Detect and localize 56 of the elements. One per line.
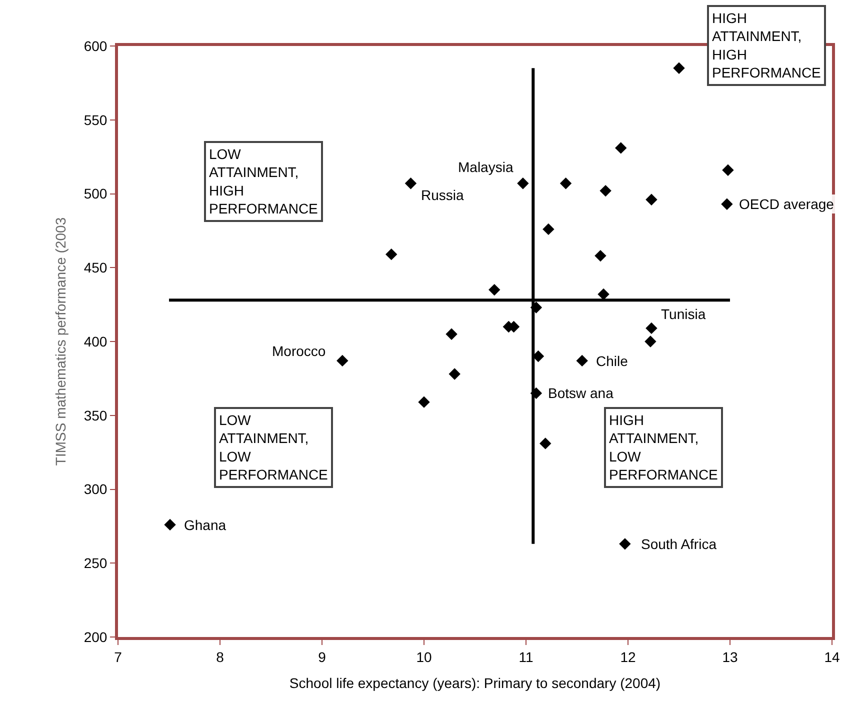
x-tick-label: 7 <box>114 648 122 665</box>
point <box>594 250 606 262</box>
point <box>673 62 685 74</box>
point <box>446 328 458 340</box>
x-tick-label: 11 <box>518 648 534 665</box>
annotation: LOW ATTAINMENT, LOW PERFORMANCE <box>219 412 328 483</box>
y-tick-label: 600 <box>84 38 108 54</box>
point <box>646 194 658 206</box>
annotation: OECD average <box>739 196 834 212</box>
point <box>517 178 529 190</box>
annotation: HIGH ATTAINMENT, LOW PERFORMANCE <box>609 412 718 483</box>
point <box>540 438 552 450</box>
x-tick-label: 12 <box>620 648 636 665</box>
y-tick-label: 400 <box>84 333 108 350</box>
annotation: LOW ATTAINMENT, HIGH PERFORMANCE <box>209 146 318 217</box>
point <box>164 518 176 531</box>
point <box>418 396 430 408</box>
point <box>336 354 348 367</box>
x-tick-label: 14 <box>824 648 840 665</box>
y-tick-label: 500 <box>84 186 108 202</box>
point <box>646 322 658 334</box>
point <box>619 538 631 550</box>
y-tick-label: 200 <box>84 628 108 645</box>
point <box>386 248 398 260</box>
point <box>600 184 612 197</box>
y-tick-label: 450 <box>84 260 108 276</box>
x-tick-label: 10 <box>416 648 432 665</box>
point <box>404 178 417 190</box>
y-axis-title: TIMSS mathematics performance (2003 <box>52 217 68 466</box>
x-tick-label: 9 <box>318 648 326 665</box>
annotation: Morocco <box>272 343 326 359</box>
point <box>722 164 734 176</box>
point <box>542 223 554 236</box>
point <box>598 288 610 300</box>
point <box>560 178 572 190</box>
point <box>576 354 588 367</box>
annotation: HIGH ATTAINMENT, HIGH PERFORMANCE <box>712 10 821 81</box>
annotation: Botsw ana <box>548 385 614 401</box>
annotation: Chile <box>596 353 628 369</box>
point <box>644 336 656 348</box>
point <box>448 368 460 380</box>
y-tick-label: 350 <box>84 407 108 424</box>
annotation: Ghana <box>184 517 226 533</box>
x-axis-title: School life expectancy (years): Primary to secondary (2004) <box>289 675 661 692</box>
y-tick-label: 550 <box>84 112 108 128</box>
annotation: Malaysia <box>458 159 514 175</box>
annotation: Russia <box>421 187 464 203</box>
y-tick-label: 250 <box>84 555 108 572</box>
point <box>615 142 627 154</box>
point <box>721 198 733 210</box>
x-tick-label: 8 <box>216 648 224 665</box>
annotation: South Africa <box>641 536 717 552</box>
point <box>488 284 500 296</box>
annotation: Tunisia <box>661 306 706 322</box>
x-tick-label: 13 <box>722 648 738 665</box>
y-tick-label: 300 <box>84 481 108 498</box>
